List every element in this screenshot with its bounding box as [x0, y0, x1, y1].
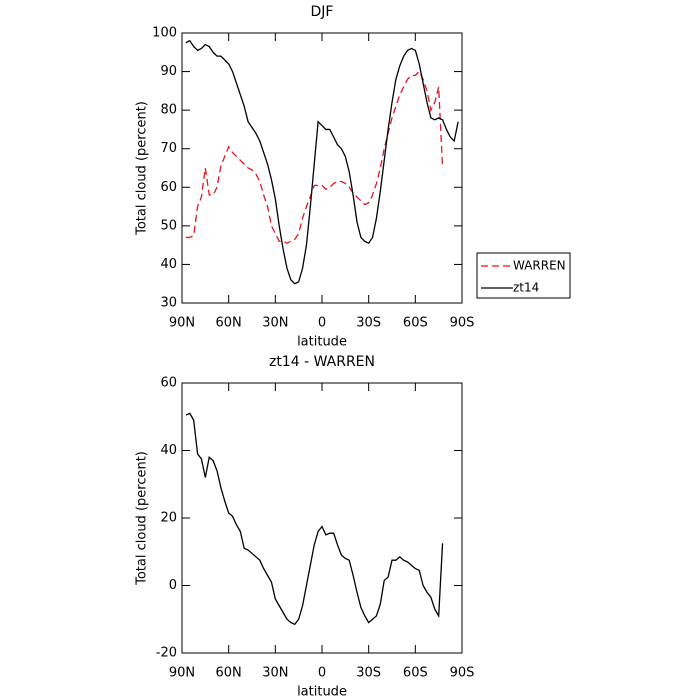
y-tick-label: 60	[160, 180, 177, 195]
x-tick-label: 90N	[169, 666, 195, 681]
y-tick-label: 40	[160, 257, 177, 272]
data-line	[185, 39, 459, 285]
y-tick-label: 70	[160, 141, 177, 156]
x-tick-label: 60N	[216, 666, 242, 681]
x-tick-label: 30S	[356, 316, 381, 331]
y-tick-label: 0	[169, 578, 177, 593]
plot-frame	[181, 382, 463, 654]
y-tick-label: 30	[160, 296, 177, 311]
x-tick-label: 30N	[262, 666, 288, 681]
legend-box	[476, 252, 571, 299]
y-tick-label: 60	[160, 376, 177, 391]
x-tick-label: 60N	[216, 316, 242, 331]
legend-label: WARREN	[513, 259, 566, 273]
x-tick-label: 60S	[403, 316, 428, 331]
x-tick-label: 30N	[262, 316, 288, 331]
x-tick-label: 30S	[356, 666, 381, 681]
y-tick-label: 40	[160, 443, 177, 458]
legend-label: zt14	[513, 281, 539, 295]
x-tick-label: 0	[318, 666, 326, 681]
x-axis-label: latitude	[297, 335, 347, 350]
chart-title: DJF	[311, 4, 334, 20]
y-tick-label: 100	[152, 26, 177, 41]
y-tick-label: 50	[160, 218, 177, 233]
data-line	[185, 70, 444, 244]
y-tick-label: 80	[160, 103, 177, 118]
plot-frame	[181, 32, 463, 304]
x-tick-label: 60S	[403, 666, 428, 681]
data-line	[185, 412, 444, 626]
y-tick-label: -20	[156, 646, 177, 661]
x-tick-label: 90S	[450, 316, 475, 331]
x-tick-label: 90S	[450, 666, 475, 681]
chart-title: zt14 - WARREN	[269, 354, 375, 370]
x-tick-label: 0	[318, 316, 326, 331]
y-tick-label: 20	[160, 511, 177, 526]
x-axis-label: latitude	[297, 685, 347, 700]
y-tick-label: 90	[160, 64, 177, 79]
y-axis-label: Total cloud (percent)	[135, 451, 150, 586]
x-tick-label: 90N	[169, 316, 195, 331]
y-axis-label: Total cloud (percent)	[135, 101, 150, 236]
